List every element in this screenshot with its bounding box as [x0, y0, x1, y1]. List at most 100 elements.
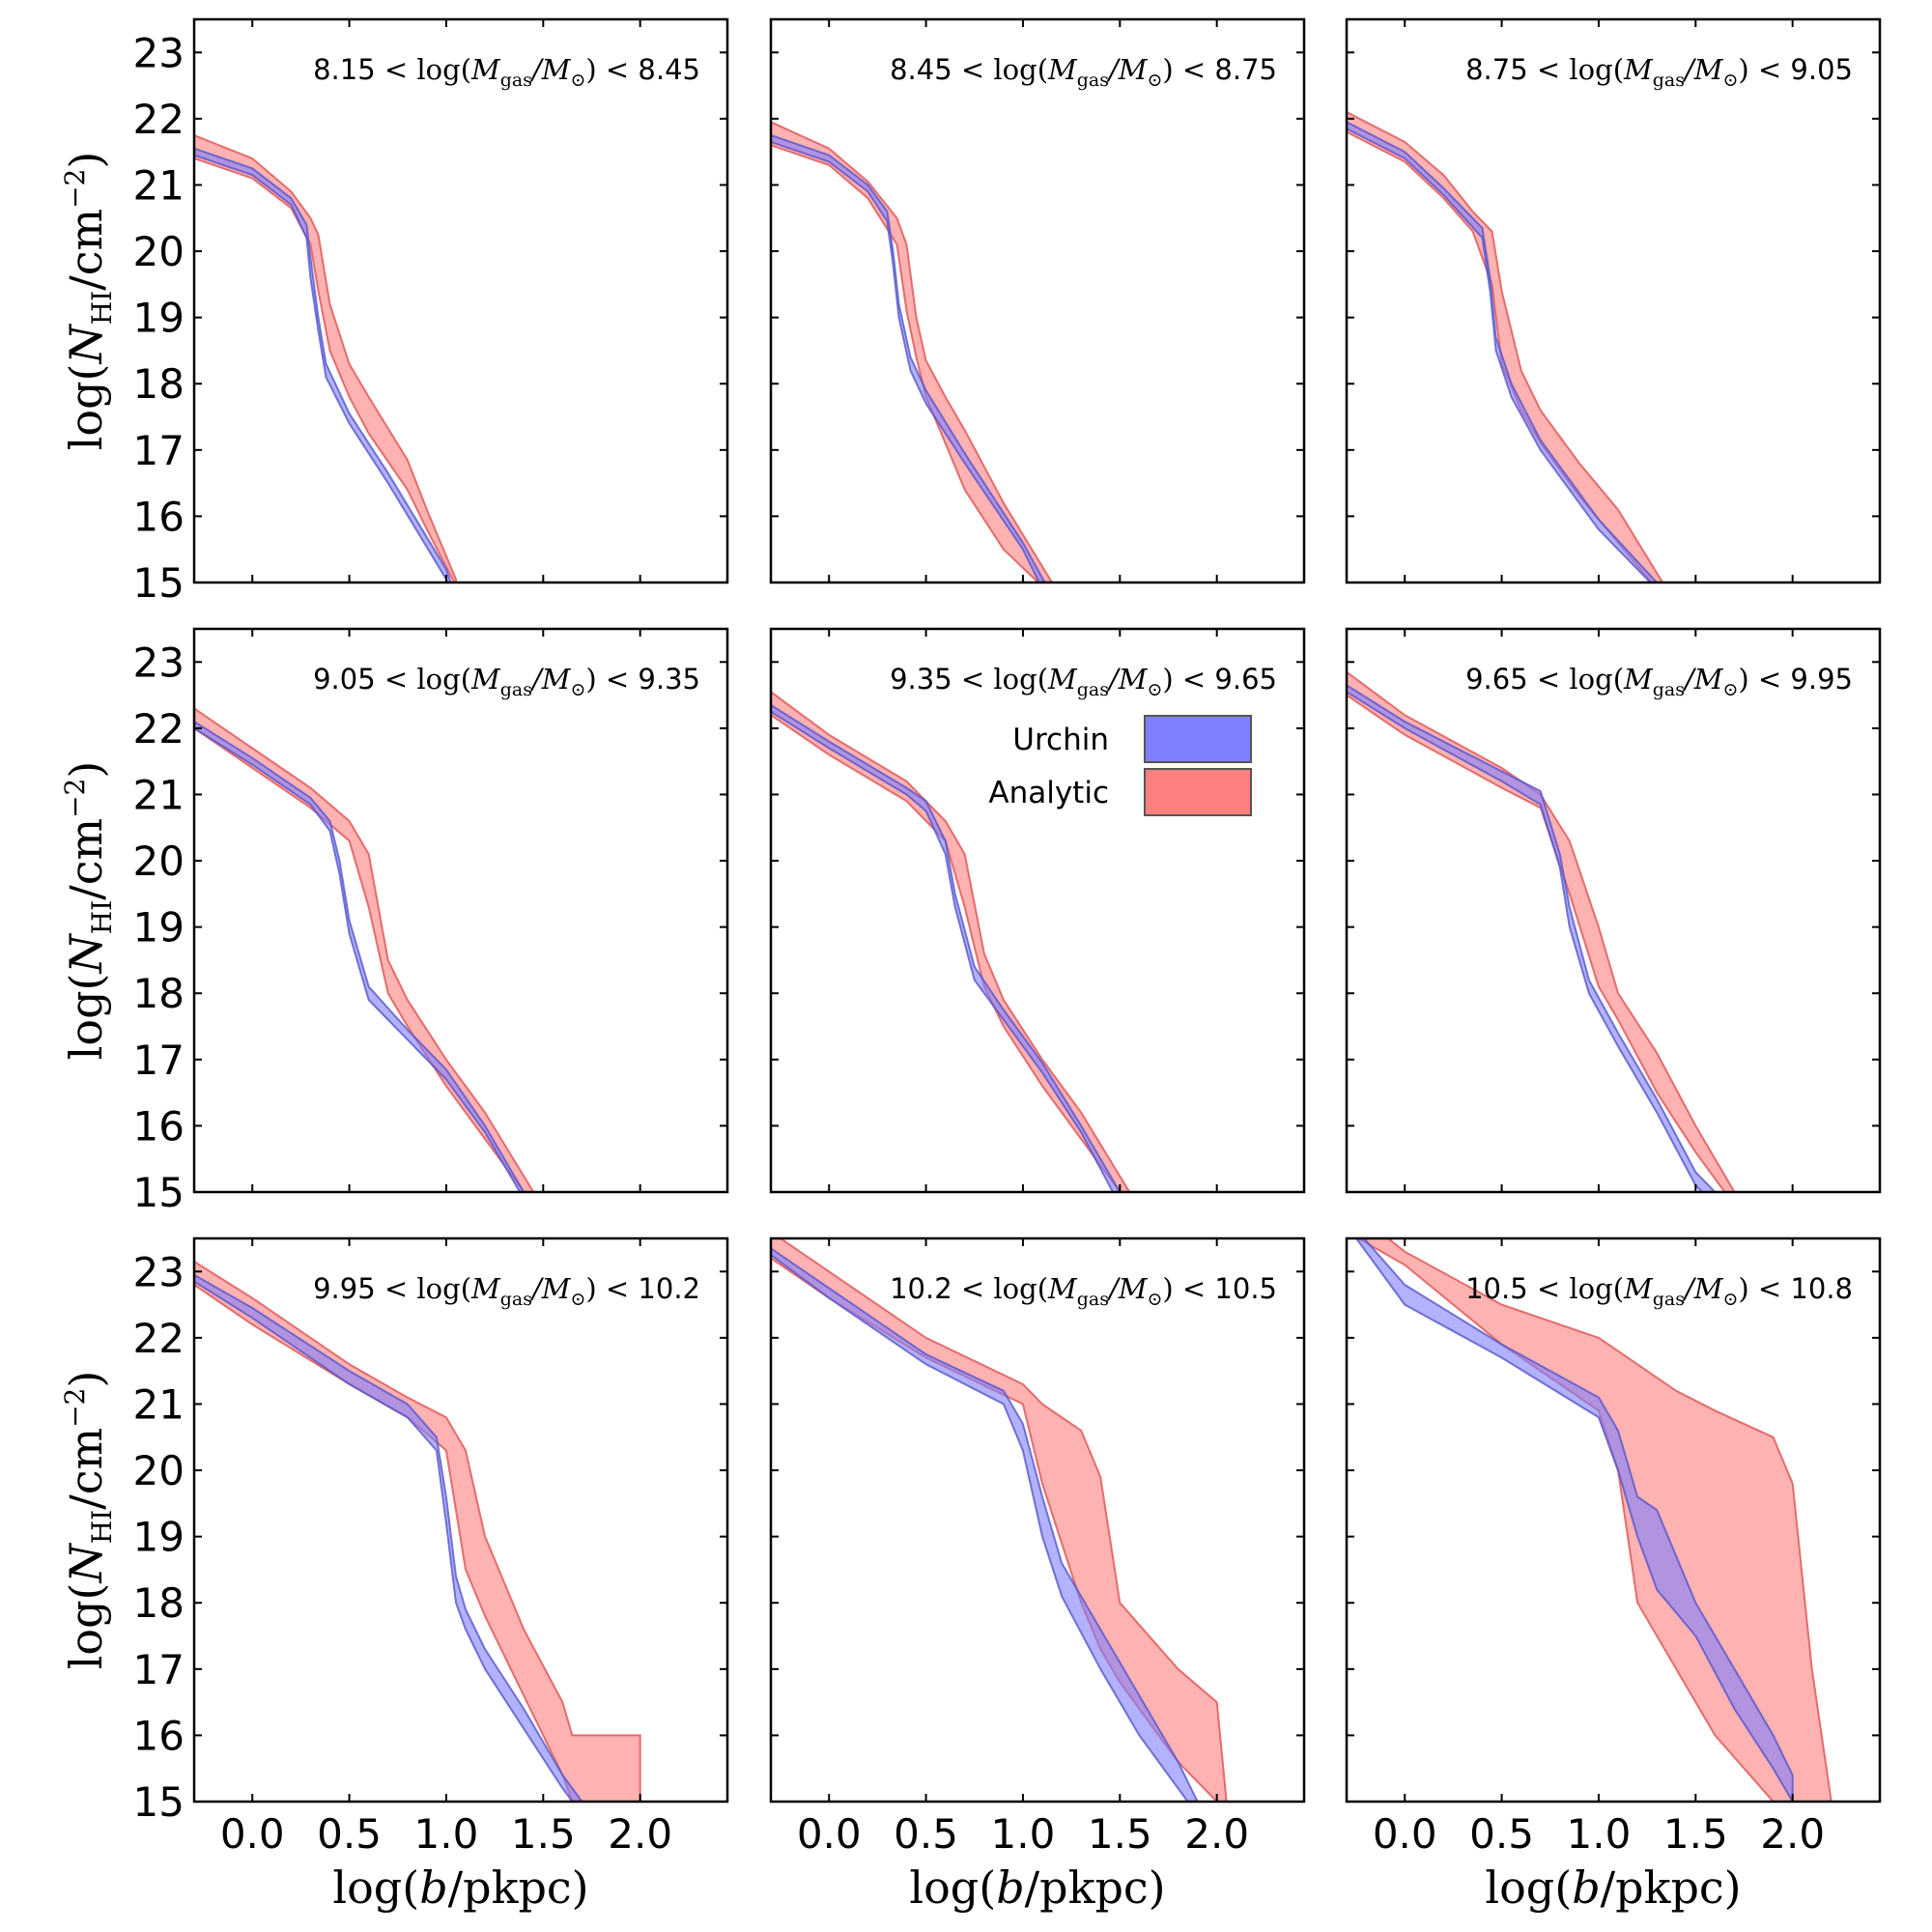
panel-8: 0.0 0.5 1.0 1.5 2.0 10.2 < log(Mgas/M⊙) < 10.… — [769, 1236, 1306, 1858]
y-tick-label: 17 — [133, 1646, 185, 1693]
y-tick-label: 19 — [133, 904, 185, 952]
y-tick-label: 22 — [133, 96, 185, 143]
panel-3: 8.75 < log(Mgas/M⊙) < 9.05 — [1345, 17, 1882, 584]
plot-area — [194, 707, 535, 1192]
panel-6: 9.65 < log(Mgas/M⊙) < 9.95 — [1345, 627, 1882, 1194]
plot-area — [194, 133, 457, 582]
panel-title: 9.65 < log(Mgas/M⊙) < 9.95 — [1465, 663, 1853, 700]
panel-frame — [192, 1236, 729, 1804]
analytic-band — [1347, 670, 1736, 1192]
panel-frame — [192, 17, 729, 584]
legend: Urchin Analytic — [988, 715, 1252, 816]
x-tick-label: 1.5 — [1088, 1810, 1152, 1858]
y-tick-label: 18 — [133, 1579, 185, 1627]
legend-swatch — [1144, 768, 1252, 816]
analytic-band — [771, 121, 1054, 582]
analytic-band — [1347, 110, 1664, 582]
panel-frame — [769, 1236, 1306, 1804]
x-tick-label: 0.0 — [1373, 1810, 1437, 1858]
panel-background — [771, 1238, 1304, 1802]
x-axis-label: log(b/pkpc) — [332, 1861, 588, 1914]
y-tick-label: 20 — [133, 1447, 185, 1494]
panel-frame — [769, 627, 1306, 1194]
y-tick-label: 19 — [133, 1514, 185, 1561]
y-tick-label: 16 — [133, 1712, 185, 1759]
urchin-band — [771, 133, 1046, 582]
panel-7: 0.0 0.5 1.0 1.5 2.0 15 16 17 18 19 20 21 22 23 9.95 < … — [133, 1236, 729, 1858]
y-tick-label: 17 — [133, 427, 185, 474]
x-axis-label: log(b/pkpc) — [1485, 1861, 1741, 1914]
urchin-band — [1347, 121, 1659, 582]
panel-background — [771, 19, 1304, 582]
panel-background — [194, 19, 727, 582]
plot-area — [1347, 110, 1664, 582]
y-tick-label: 20 — [133, 228, 185, 275]
panel-title: 8.45 < log(Mgas/M⊙) < 8.75 — [890, 53, 1277, 91]
panel-frame — [1345, 627, 1882, 1194]
y-tick-label: 21 — [133, 161, 185, 209]
panel-background — [771, 629, 1304, 1192]
urchin-band — [194, 147, 452, 582]
y-axis-label: log(NHI/cm−2) — [59, 152, 118, 451]
y-tick-label: 21 — [133, 771, 185, 818]
panel-title: 9.95 < log(Mgas/M⊙) < 10.2 — [313, 1272, 700, 1310]
panel-frame — [769, 17, 1306, 584]
y-tick-label: 22 — [133, 1315, 185, 1362]
panel-grid: 15 16 17 18 19 20 21 22 23 8.15 < log(Mgas/M⊙) < … — [133, 17, 1882, 1858]
y-tick-label: 23 — [133, 1248, 185, 1295]
urchin-band — [771, 703, 1122, 1192]
x-tick-label: 1.5 — [1663, 1810, 1728, 1858]
plot-area — [1354, 1238, 1833, 1802]
y-tick-label: 23 — [133, 639, 185, 686]
x-tick-label: 0.5 — [317, 1810, 382, 1858]
panel-background — [1347, 629, 1880, 1192]
y-tick-label: 18 — [133, 970, 185, 1017]
y-tick-label: 22 — [133, 705, 185, 753]
y-tick-label: 15 — [133, 1778, 185, 1826]
x-tick-label: 0.0 — [797, 1810, 862, 1858]
y-tick-label: 23 — [133, 29, 185, 76]
legend-item-urchin: Urchin — [1012, 715, 1252, 763]
y-axis-label: log(NHI/cm−2) — [59, 761, 118, 1061]
y-tick-label: 18 — [133, 360, 185, 408]
x-tick-label: 1.0 — [991, 1810, 1056, 1858]
panel-title: 9.35 < log(Mgas/M⊙) < 9.65 — [890, 663, 1277, 700]
panel-title: 8.75 < log(Mgas/M⊙) < 9.05 — [1465, 53, 1853, 91]
panel-title: 10.2 < log(Mgas/M⊙) < 10.5 — [890, 1272, 1277, 1310]
plot-area — [1347, 670, 1736, 1192]
x-tick-label: 1.0 — [1567, 1810, 1632, 1858]
panel-background — [1347, 19, 1880, 582]
panel-9: 0.0 0.5 1.0 1.5 2.0 10.5 < log(Mgas/M⊙) < 10.… — [1345, 1236, 1882, 1858]
panel-title: 8.15 < log(Mgas/M⊙) < 8.45 — [313, 53, 700, 91]
y-tick-label: 19 — [133, 295, 185, 342]
plot-area — [771, 121, 1054, 582]
panel-frame — [192, 627, 729, 1194]
y-axis-label: log(NHI/cm−2) — [59, 1371, 118, 1670]
x-tick-label: 0.5 — [1469, 1810, 1534, 1858]
panel-title: 10.5 < log(Mgas/M⊙) < 10.8 — [1465, 1272, 1853, 1310]
panel-frame — [1345, 17, 1882, 584]
y-tick-label: 16 — [133, 1102, 185, 1150]
panel-frame — [1345, 1236, 1882, 1804]
plot-area — [771, 690, 1131, 1192]
legend-item-analytic: Analytic — [988, 768, 1252, 816]
x-tick-label: 0.5 — [894, 1810, 958, 1858]
panel-title: 9.05 < log(Mgas/M⊙) < 9.35 — [313, 663, 700, 700]
y-tick-label: 15 — [133, 1169, 185, 1216]
panel-4: 15 16 17 18 19 20 21 22 23 9.05 < log(Mgas/M⊙) < … — [133, 627, 729, 1216]
legend-swatch — [1144, 715, 1252, 763]
plot-area — [194, 1260, 641, 1802]
x-tick-label: 1.0 — [414, 1810, 479, 1858]
legend-label: Analytic — [988, 776, 1109, 810]
y-tick-label: 20 — [133, 838, 185, 885]
urchin-band — [1354, 1238, 1794, 1802]
panel-2: 8.45 < log(Mgas/M⊙) < 8.75 — [769, 17, 1306, 584]
x-axis-label: log(b/pkpc) — [909, 1861, 1165, 1914]
urchin-band — [771, 1247, 1199, 1802]
x-tick-label: 2.0 — [608, 1810, 672, 1858]
plot-area — [771, 1238, 1228, 1802]
y-tick-label: 21 — [133, 1380, 185, 1428]
urchin-band — [1347, 684, 1717, 1192]
x-tick-label: 2.0 — [1760, 1810, 1825, 1858]
